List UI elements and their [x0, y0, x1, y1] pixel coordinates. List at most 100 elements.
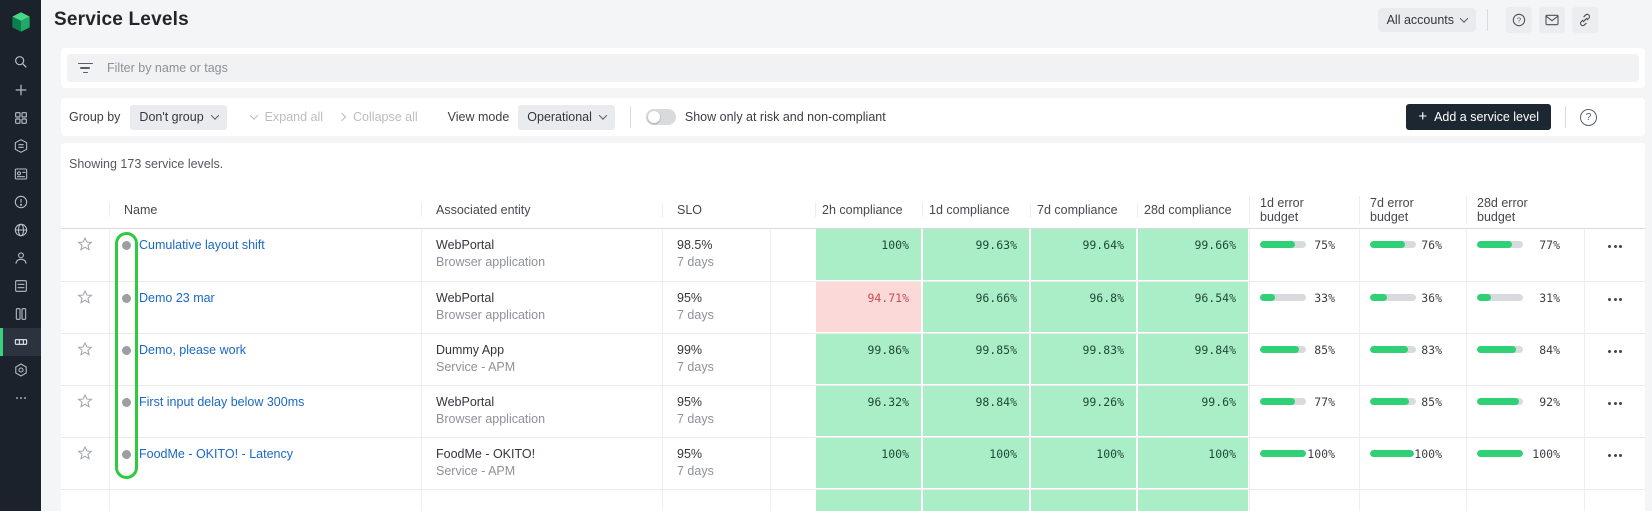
error-budget-cell: 36%: [1359, 281, 1466, 333]
favorite-star-button[interactable]: [77, 445, 93, 464]
sidebar-item-hosts[interactable]: [0, 300, 41, 328]
service-level-name-link[interactable]: Demo, please work: [139, 343, 246, 357]
view-mode-select[interactable]: Operational: [518, 104, 615, 130]
status-dot-icon: [122, 398, 131, 407]
sidebar-item-more[interactable]: [0, 384, 41, 412]
gear-icon: [14, 363, 27, 377]
error-budget-value: 77%: [1539, 238, 1560, 252]
service-level-name-link[interactable]: FoodMe - OKITO! - Latency: [139, 447, 293, 461]
sidebar-item-applications[interactable]: [0, 160, 41, 188]
plus-icon: [15, 84, 26, 96]
toolbar: Group by Don't group Expand all Collapse…: [61, 98, 1645, 136]
filter-input[interactable]: [107, 61, 1629, 75]
slo-window: 7 days: [677, 308, 714, 322]
error-budget-value: 33%: [1314, 291, 1335, 305]
toolbar-help-button[interactable]: ?: [1580, 108, 1597, 126]
error-budget-fill: [1477, 241, 1513, 248]
error-budget-cell: 77%: [1466, 229, 1584, 281]
row-actions-button[interactable]: [1604, 450, 1626, 461]
messages-button[interactable]: [1539, 7, 1565, 33]
entity-type: Service - APM: [436, 464, 516, 478]
progress-bar-icon: [1370, 294, 1416, 301]
topbar-actions: All accounts ?: [1377, 7, 1598, 33]
compliance-value: 99.63%: [975, 238, 1017, 252]
sidebar-item-settings[interactable]: [0, 356, 41, 384]
error-budget-value: 84%: [1539, 343, 1560, 357]
compliance-value: 99.86%: [867, 343, 909, 357]
grid-icon: [14, 112, 27, 124]
table-row: Cumulative layout shift WebPortal Browse…: [61, 229, 1645, 281]
compliance-value: 96.8%: [1089, 291, 1124, 305]
progress-bar-icon: [1370, 450, 1415, 457]
name-cell: FoodMe - OKITO! - Latency: [109, 437, 421, 489]
name-cell: Cumulative layout shift: [109, 229, 421, 281]
error-budget-value: 36%: [1421, 291, 1442, 305]
chevron-right-icon: [337, 112, 347, 122]
row-actions-button[interactable]: [1604, 294, 1626, 305]
risk-filter-toggle[interactable]: [645, 109, 676, 125]
sidebar-item-apps[interactable]: [0, 104, 41, 132]
compliance-value: 100%: [881, 447, 909, 461]
error-budget-value: 85%: [1314, 343, 1335, 357]
sidebar-item-problems[interactable]: [0, 188, 41, 216]
compliance-value: 96.54%: [1194, 291, 1236, 305]
star-outline-icon: [77, 289, 93, 304]
star-outline-icon: [77, 393, 93, 408]
favorite-star-button[interactable]: [77, 393, 93, 412]
favorite-star-button[interactable]: [77, 289, 93, 308]
favorite-star-button[interactable]: [77, 236, 93, 255]
sidebar-item-services[interactable]: [0, 272, 41, 300]
sidebar-item-search[interactable]: [0, 48, 41, 76]
sidebar-item-network[interactable]: [0, 216, 41, 244]
service-level-name-link[interactable]: First input delay below 300ms: [139, 395, 305, 409]
error-budget-value: 100%: [1414, 447, 1442, 461]
row-actions-button[interactable]: [1604, 346, 1626, 357]
name-cell: [109, 489, 421, 511]
compliance-cell: 100%: [1030, 437, 1137, 489]
chevron-down-icon: [210, 111, 219, 120]
table-row: FoodMe - OKITO! - Latency FoodMe - OKITO…: [61, 437, 1645, 489]
compliance-cell: 99.85%: [922, 333, 1030, 385]
table-row-partial: [61, 489, 1645, 511]
sidebar-item-service-levels[interactable]: [0, 328, 41, 356]
error-budget-fill: [1260, 346, 1300, 353]
error-budget-fill: [1370, 346, 1409, 353]
progress-bar-icon: [1477, 241, 1523, 248]
group-by-select[interactable]: Don't group: [130, 104, 227, 130]
error-budget-value: 100%: [1307, 447, 1335, 461]
compliance-value: 100%: [1208, 447, 1236, 461]
row-actions-button[interactable]: [1604, 241, 1626, 252]
error-budget-value: 92%: [1539, 395, 1560, 409]
link-icon: [1580, 13, 1590, 27]
compliance-cell: 100%: [815, 229, 922, 281]
error-budget-fill: [1260, 398, 1296, 405]
add-service-level-button[interactable]: + Add a service level: [1406, 104, 1551, 130]
compliance-value: 100%: [881, 238, 909, 252]
slo-cell: 98.5% 7 days: [662, 229, 770, 281]
error-budget-value: 100%: [1532, 447, 1560, 461]
sidebar-item-deployment[interactable]: [0, 132, 41, 160]
share-link-button[interactable]: [1572, 7, 1598, 33]
search-icon: [14, 56, 27, 68]
favorite-star-button[interactable]: [77, 341, 93, 360]
accounts-selector-button[interactable]: All accounts: [1377, 8, 1476, 32]
compliance-cell: [922, 489, 1030, 511]
row-actions-button[interactable]: [1604, 398, 1626, 409]
sidebar-item-add[interactable]: [0, 76, 41, 104]
dynatrace-logo-icon[interactable]: [8, 9, 34, 35]
column-header-7d-error-budget: 7d error budget: [1359, 195, 1466, 224]
column-header-1d-compliance: 1d compliance: [922, 202, 1030, 217]
toggle-knob: [647, 111, 660, 123]
main-area: Service Levels All accounts ? Group by: [41, 0, 1652, 511]
risk-filter-label: Show only at risk and non-compliant: [684, 110, 886, 124]
service-level-name-link[interactable]: Cumulative layout shift: [139, 238, 265, 252]
error-budget-value: 77%: [1314, 395, 1335, 409]
sidebar-item-users[interactable]: [0, 244, 41, 272]
spacer-cell: [770, 385, 815, 437]
error-budget-value: 31%: [1539, 291, 1560, 305]
compliance-cell: [1137, 489, 1249, 511]
compliance-cell: 99.83%: [1030, 333, 1137, 385]
help-button[interactable]: ?: [1506, 7, 1532, 33]
service-level-name-link[interactable]: Demo 23 mar: [139, 291, 215, 305]
slo-window: 7 days: [677, 360, 714, 374]
